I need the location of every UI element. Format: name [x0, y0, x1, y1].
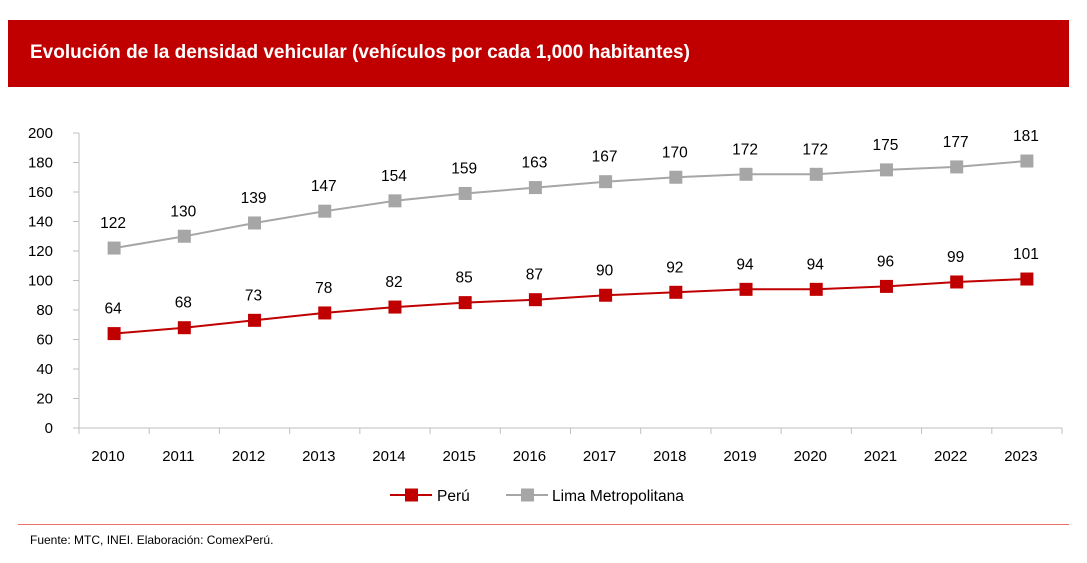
- x-tick-label: 2021: [864, 448, 897, 465]
- data-label-peru: 73: [245, 287, 262, 304]
- marker-peru: [599, 288, 613, 302]
- data-label-peru: 85: [456, 270, 473, 287]
- axes: 0 20 40 60 80 100 120 140 160 180 200 2010 2011 2012 2…: [28, 125, 1063, 465]
- marker-lima: [599, 175, 613, 189]
- x-tick-label: 2023: [1004, 448, 1037, 465]
- data-labels: 64 68 73 78 82 85 87 90 92 94 94 96 99 101 122 130 139 14…: [100, 128, 1039, 318]
- marker-peru: [739, 282, 753, 296]
- series-markers: [107, 154, 1034, 341]
- x-tick-label: 2016: [513, 448, 546, 465]
- marker-lima: [388, 194, 402, 208]
- data-label-peru: 101: [1013, 246, 1039, 263]
- x-tick-label: 2012: [232, 448, 265, 465]
- data-label-lima: 172: [732, 141, 758, 158]
- marker-peru: [177, 321, 191, 335]
- legend-item-lima: Lima Metropolitana: [506, 488, 684, 505]
- marker-lima: [1020, 154, 1034, 168]
- x-tick-label: 2020: [794, 448, 827, 465]
- y-tick-label: 80: [36, 302, 53, 319]
- data-label-lima: 130: [170, 203, 196, 220]
- y-tick-label: 60: [36, 332, 53, 349]
- marker-peru: [458, 296, 472, 310]
- marker-lima: [528, 181, 542, 195]
- data-label-peru: 90: [596, 262, 614, 279]
- data-label-lima: 139: [241, 190, 267, 207]
- data-label-lima: 170: [662, 144, 688, 161]
- data-label-lima: 181: [1013, 128, 1039, 145]
- marker-peru: [248, 313, 262, 327]
- legend-label: Perú: [437, 488, 470, 505]
- marker-peru: [318, 306, 332, 320]
- data-label-lima: 167: [592, 149, 618, 166]
- y-tick-label: 100: [28, 273, 53, 290]
- data-label-peru: 78: [315, 280, 332, 297]
- legend-label: Lima Metropolitana: [552, 488, 684, 505]
- y-tick-label: 40: [36, 361, 53, 378]
- x-tick-label: 2022: [934, 448, 967, 465]
- y-tick-label: 20: [36, 391, 53, 408]
- x-tick-label: 2011: [162, 448, 194, 465]
- y-tick-label: 0: [45, 420, 53, 437]
- data-label-peru: 64: [104, 301, 122, 318]
- data-label-lima: 147: [311, 178, 337, 195]
- marker-lima: [669, 170, 683, 184]
- legend-marker: [405, 488, 418, 502]
- y-tick-label: 200: [28, 125, 53, 142]
- series-line-lima: [113, 160, 1027, 250]
- data-label-lima: 154: [381, 168, 407, 185]
- marker-peru: [669, 285, 683, 299]
- data-label-lima: 175: [873, 137, 899, 154]
- y-tick-label: 160: [28, 184, 53, 201]
- marker-lima: [318, 204, 332, 218]
- data-label-lima: 163: [521, 155, 547, 172]
- data-label-peru: 92: [666, 259, 683, 276]
- x-tick-label: 2013: [302, 448, 335, 465]
- marker-peru: [107, 327, 121, 341]
- marker-peru: [879, 279, 893, 293]
- legend-item-peru: Perú: [390, 488, 470, 505]
- series-lines: [113, 160, 1027, 335]
- y-tick-label: 180: [28, 155, 53, 172]
- marker-lima: [739, 167, 753, 181]
- marker-lima: [248, 216, 262, 230]
- marker-lima: [107, 241, 121, 255]
- x-tick-label: 2019: [723, 448, 756, 465]
- marker-peru: [809, 282, 823, 296]
- x-tick-label: 2014: [372, 448, 405, 465]
- x-tick-label: 2015: [442, 448, 475, 465]
- data-label-peru: 94: [807, 256, 825, 273]
- marker-lima: [458, 186, 472, 200]
- marker-lima: [177, 229, 191, 243]
- legend-marker: [521, 488, 534, 502]
- marker-lima: [879, 163, 893, 177]
- y-tick-label: 140: [28, 214, 53, 231]
- marker-lima: [950, 160, 964, 174]
- data-label-peru: 99: [947, 249, 964, 266]
- data-label-lima: 177: [943, 134, 969, 151]
- marker-lima: [809, 167, 823, 181]
- marker-peru: [1020, 272, 1034, 286]
- series-line-peru: [114, 278, 1027, 335]
- x-tick-label: 2017: [583, 448, 616, 465]
- x-tick-label: 2010: [91, 448, 124, 465]
- footer-divider: [18, 524, 1069, 525]
- x-tick-label: 2018: [653, 448, 686, 465]
- data-label-peru: 68: [175, 295, 192, 312]
- data-label-peru: 94: [736, 256, 754, 273]
- data-label-peru: 82: [385, 274, 402, 291]
- legend: Perú Lima Metropolitana: [390, 488, 684, 505]
- y-tick-label: 120: [28, 243, 53, 260]
- data-label-peru: 87: [526, 267, 543, 284]
- data-label-lima: 172: [802, 141, 828, 158]
- source-note: Fuente: MTC, INEI. Elaboración: ComexPer…: [30, 533, 274, 547]
- chart-header: Evolución de la densidad vehicular (vehí…: [8, 20, 1069, 87]
- data-label-peru: 96: [877, 253, 894, 270]
- line-chart: 0 20 40 60 80 100 120 140 160 180 200 2010 2011 2012 2…: [28, 125, 1063, 505]
- data-label-lima: 159: [451, 160, 477, 177]
- data-label-lima: 122: [100, 215, 126, 232]
- chart-title: Evolución de la densidad vehicular (vehí…: [30, 42, 690, 63]
- marker-peru: [528, 293, 542, 307]
- marker-peru: [950, 275, 964, 289]
- marker-peru: [388, 300, 402, 314]
